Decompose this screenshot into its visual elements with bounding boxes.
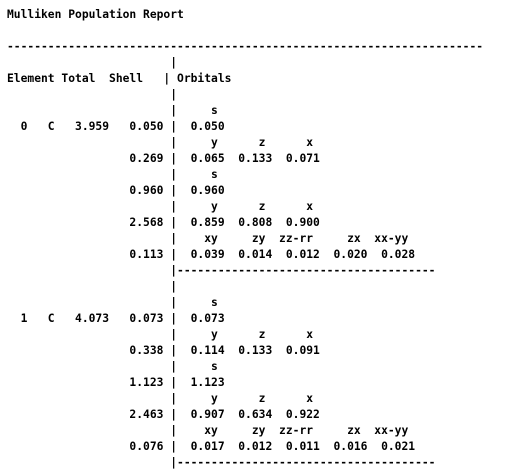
shell-value-row: 0.076 | 0.017 0.012 0.011 0.016 0.021	[7, 440, 416, 453]
shell-value-row: 2.568 | 0.859 0.808 0.900	[7, 216, 320, 229]
orbital-label-row: | y z x	[7, 136, 314, 149]
shell-value-row: 1 C 4.073 0.073 | 0.073	[7, 312, 225, 325]
shell-value-row: 0.338 | 0.114 0.133 0.091	[7, 344, 320, 357]
shell-value-row: 0.960 | 0.960	[7, 184, 225, 197]
atom-separator: |--------------------------------------	[7, 264, 436, 277]
orbital-label-row: | y z x	[7, 392, 314, 405]
orbital-label-row: | s	[7, 296, 218, 309]
header-pipe-line: |	[7, 88, 178, 101]
orbital-label-row: | s	[7, 168, 218, 181]
full-separator: ----------------------------------------…	[7, 40, 484, 53]
shell-value-row: 0.113 | 0.039 0.014 0.012 0.020 0.028	[7, 248, 416, 261]
orbital-label-row: | y z x	[7, 328, 314, 341]
orbital-label-row: | s	[7, 104, 218, 117]
blank-line	[7, 23, 483, 39]
mulliken-population-report: Mulliken Population Report --------------…	[7, 7, 483, 471]
orbital-label-row: | y z x	[7, 200, 314, 213]
shell-value-row: 0.269 | 0.065 0.133 0.071	[7, 152, 320, 165]
header-pipe-line: |	[7, 56, 178, 69]
report-title: Mulliken Population Report	[7, 8, 184, 21]
atom-separator: |--------------------------------------	[7, 456, 436, 469]
orbital-label-row: | xy zy zz-rr zx xx-yy	[7, 232, 409, 245]
orbital-label-row: | xy zy zz-rr zx xx-yy	[7, 424, 409, 437]
shell-value-row: 0 C 3.959 0.050 | 0.050	[7, 120, 225, 133]
column-headers: Element Total Shell | Orbitals	[7, 72, 232, 85]
shell-value-row: 2.463 | 0.907 0.634 0.922	[7, 408, 320, 421]
shell-value-row: 1.123 | 1.123	[7, 376, 225, 389]
orbital-label-row: | s	[7, 360, 218, 373]
atom-pipe-line: |	[7, 280, 178, 293]
